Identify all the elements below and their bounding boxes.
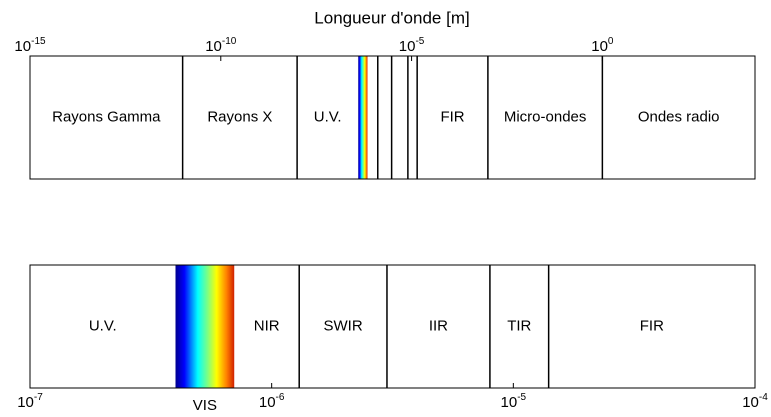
x-tick-label: 10-5 — [399, 36, 425, 55]
band-label: NIR — [254, 317, 280, 334]
x-tick-label: 10-7 — [17, 392, 43, 411]
gradient-label: VIS — [193, 397, 217, 414]
tick-exponent: -6 — [276, 392, 285, 403]
band-label: TIR — [507, 317, 531, 334]
x-tick-label: 10-15 — [14, 36, 46, 55]
x-tick-label: 10-5 — [501, 392, 527, 411]
tick-base: 10 — [399, 38, 416, 55]
band-label: FIR — [440, 108, 464, 125]
band-label: IIR — [429, 317, 448, 334]
x-tick-label: 10-4 — [742, 392, 768, 411]
band-label: Micro-ondes — [504, 108, 587, 125]
tick-exponent: -5 — [415, 36, 424, 47]
tick-base: 10 — [501, 394, 518, 411]
tick-base: 10 — [259, 394, 276, 411]
x-tick-label: 10-6 — [259, 392, 285, 411]
tick-exponent: -7 — [34, 392, 43, 403]
tick-base: 10 — [205, 38, 222, 55]
visible-gradient — [358, 56, 368, 179]
band-label: SWIR — [324, 317, 363, 334]
tick-exponent: 0 — [608, 36, 614, 47]
band-label: U.V. — [314, 108, 342, 125]
tick-base: 10 — [17, 394, 34, 411]
tick-base: 10 — [591, 38, 608, 55]
tick-base: 10 — [14, 38, 31, 55]
x-tick-label: 100 — [591, 36, 614, 55]
panel-frame — [29, 264, 756, 389]
band-label: Ondes radio — [638, 108, 720, 125]
tick-exponent: -10 — [222, 36, 237, 47]
band-label: FIR — [640, 317, 664, 334]
band-label: U.V. — [89, 317, 117, 334]
tick-exponent: -4 — [759, 392, 768, 403]
tick-base: 10 — [742, 394, 759, 411]
x-tick-label: 10-10 — [205, 36, 237, 55]
band-label: Rayons Gamma — [52, 108, 161, 125]
band-label: Rayons X — [207, 108, 272, 125]
panel-frame — [29, 55, 756, 180]
tick-exponent: -5 — [517, 392, 526, 403]
tick-exponent: -15 — [31, 36, 46, 47]
title: Longueur d'onde [m] — [314, 8, 469, 27]
visible-gradient — [175, 265, 235, 388]
